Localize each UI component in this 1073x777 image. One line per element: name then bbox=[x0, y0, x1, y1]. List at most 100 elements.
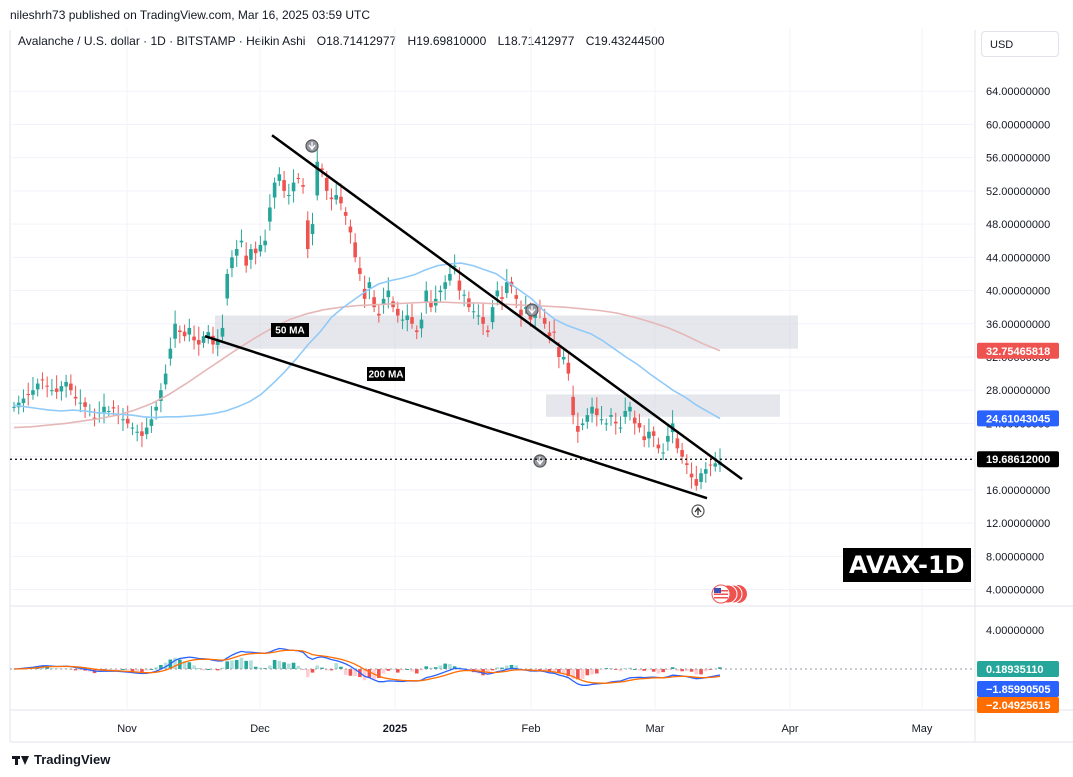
macd-histogram-bar bbox=[69, 669, 73, 671]
candle-body bbox=[135, 431, 139, 433]
candle bbox=[125, 405, 130, 429]
macd-histogram-bar bbox=[362, 669, 367, 681]
candle-body bbox=[45, 385, 49, 387]
ma200-line bbox=[13, 301, 721, 429]
candle bbox=[64, 374, 68, 398]
candle-body bbox=[637, 423, 642, 428]
candle bbox=[201, 331, 206, 348]
macd-histogram-bar bbox=[400, 669, 405, 671]
candle bbox=[561, 349, 566, 365]
macd-histogram-bar bbox=[675, 669, 680, 671]
candle-body bbox=[452, 265, 457, 268]
macd-line bbox=[13, 647, 721, 686]
candle bbox=[708, 455, 713, 477]
candle bbox=[339, 183, 343, 211]
candle bbox=[149, 405, 154, 433]
candle bbox=[121, 408, 125, 431]
candle-body bbox=[16, 402, 21, 408]
macd-histogram-bar bbox=[268, 665, 272, 669]
macd-histogram-bar bbox=[547, 669, 552, 672]
candle-body bbox=[343, 212, 348, 216]
price-tag-bg bbox=[977, 410, 1059, 427]
price-chart[interactable]: 64.00000000 60.00000000 56.00000000 52.0000… bbox=[0, 0, 1073, 745]
macd-histogram-bar bbox=[310, 669, 315, 673]
macd-histogram-bar bbox=[130, 669, 135, 672]
y-tick-label: 64.00000000 bbox=[986, 86, 1050, 98]
candle-body bbox=[362, 288, 367, 299]
macd-histogram-bar bbox=[315, 665, 320, 669]
candle-body bbox=[206, 332, 211, 337]
macd-histogram-bar bbox=[419, 669, 424, 671]
candle-body bbox=[163, 373, 168, 385]
macd-histogram-bar bbox=[443, 663, 447, 669]
candle-body bbox=[618, 427, 623, 429]
arrow-up-circle-icon-arrow bbox=[694, 506, 702, 515]
macd-tag-bg bbox=[977, 697, 1059, 713]
candle bbox=[504, 268, 509, 299]
candle bbox=[661, 443, 665, 460]
candle-body bbox=[571, 396, 575, 416]
candle-body bbox=[296, 178, 301, 180]
candle bbox=[244, 242, 248, 273]
candle bbox=[571, 385, 575, 425]
candle-body bbox=[405, 315, 410, 321]
currency-button[interactable]: USD bbox=[981, 31, 1059, 57]
macd-histogram-bar bbox=[334, 663, 339, 669]
candle bbox=[329, 188, 334, 211]
macd-histogram-bar bbox=[296, 665, 301, 669]
candle-body bbox=[334, 195, 339, 200]
candle bbox=[182, 324, 187, 342]
y-tick-label: 36.00000000 bbox=[986, 319, 1050, 331]
macd-histogram-bar bbox=[637, 669, 642, 671]
candle-body bbox=[140, 431, 144, 436]
candle bbox=[253, 241, 258, 265]
candle-body bbox=[130, 427, 135, 429]
candle-body bbox=[249, 249, 253, 260]
macd-histogram-bar bbox=[656, 669, 661, 674]
price-tag: 24.61043045 bbox=[977, 410, 1059, 427]
candle bbox=[348, 219, 353, 244]
macd-histogram-bar bbox=[429, 667, 433, 669]
ma200-annotation: 200 MA bbox=[367, 367, 405, 381]
price-tag: 19.68612000 bbox=[977, 451, 1059, 468]
ohlc-low: L18.71412977 bbox=[497, 34, 575, 48]
candle bbox=[381, 287, 386, 314]
macd-histogram-bar bbox=[339, 666, 343, 669]
candle bbox=[410, 303, 414, 329]
candle-body bbox=[358, 268, 362, 274]
candle bbox=[135, 424, 139, 442]
candle-body bbox=[196, 339, 201, 345]
candle-body bbox=[258, 244, 263, 252]
y-tick-label: 28.00000000 bbox=[986, 385, 1050, 397]
candle bbox=[424, 281, 429, 314]
candle bbox=[272, 177, 277, 209]
candle bbox=[140, 422, 144, 448]
arrow-down-circle-icon bbox=[305, 139, 319, 153]
candle bbox=[443, 275, 447, 301]
candle bbox=[26, 382, 31, 406]
candle bbox=[703, 462, 708, 483]
arrow-down-circle-icon bbox=[525, 303, 539, 317]
us-flag-icon bbox=[711, 584, 747, 604]
candle bbox=[471, 302, 476, 319]
macd-histogram-bar bbox=[642, 669, 646, 671]
macd-histogram-bar bbox=[353, 669, 357, 677]
macd-histogram-bar bbox=[230, 660, 234, 669]
price-tag-bg bbox=[977, 342, 1059, 359]
candle-body bbox=[443, 282, 447, 289]
macd-histogram-bar bbox=[703, 669, 708, 672]
candle bbox=[178, 325, 182, 344]
symbol-title[interactable]: Avalanche / U.S. dollar · 1D · BITSTAMP … bbox=[18, 34, 306, 48]
symbol-legend[interactable]: Avalanche / U.S. dollar · 1D · BITSTAMP … bbox=[18, 34, 664, 48]
macd-histogram-bar bbox=[632, 669, 637, 670]
price-tag: 32.75465818 bbox=[977, 342, 1059, 359]
ma50-line bbox=[13, 262, 721, 420]
macd-histogram-bar bbox=[651, 669, 656, 672]
candle bbox=[438, 285, 443, 302]
candle bbox=[21, 389, 26, 413]
candle-body bbox=[386, 290, 391, 298]
candle bbox=[680, 442, 684, 464]
candle bbox=[163, 364, 168, 390]
candle bbox=[196, 326, 201, 356]
candle-body bbox=[35, 383, 40, 390]
